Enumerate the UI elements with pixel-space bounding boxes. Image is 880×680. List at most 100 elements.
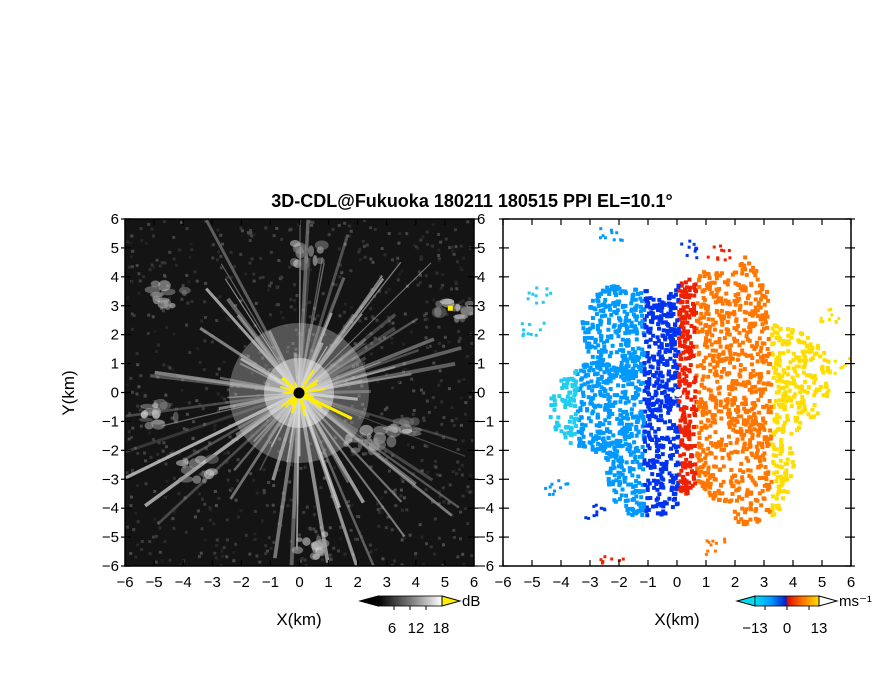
noise-speck	[246, 354, 250, 358]
velocity-pixel	[709, 342, 714, 347]
velocity-pixel	[652, 303, 657, 308]
velocity-pixel	[636, 346, 641, 351]
noise-speck	[432, 298, 436, 302]
echo-patch	[297, 258, 310, 271]
velocity-pixel	[692, 307, 697, 312]
velocity-pixel	[810, 356, 815, 361]
velocity-pixel	[839, 366, 843, 370]
velocity-pixel	[656, 322, 661, 327]
velocity-pixel	[737, 372, 742, 377]
noise-speck	[289, 298, 293, 302]
velocity-pixel	[564, 482, 568, 486]
velocity-pixel	[733, 302, 738, 307]
velocity-pixel	[654, 415, 659, 420]
velocity-pixel	[702, 483, 707, 488]
noise-speck	[169, 402, 173, 406]
velocity-pixel	[774, 496, 779, 501]
velocity-pixel	[703, 423, 708, 428]
velocity-pixel	[699, 420, 704, 425]
velocity-pixel	[654, 481, 659, 486]
velocity-pixel	[763, 465, 768, 470]
noise-speck	[425, 230, 429, 234]
noise-speck	[230, 487, 234, 491]
velocity-pixel	[680, 415, 685, 420]
velocity-pixel	[637, 462, 642, 467]
noise-speck	[442, 416, 446, 420]
velocity-pixel	[590, 354, 595, 359]
velocity-pixel	[601, 349, 606, 354]
echo-patch	[205, 454, 219, 465]
velocity-pixel	[599, 338, 604, 343]
velocity-pixel	[577, 443, 582, 448]
noise-speck	[351, 357, 355, 361]
noise-speck	[332, 546, 336, 550]
velocity-pixel	[735, 296, 740, 301]
noise-speck	[369, 307, 373, 311]
velocity-pixel	[727, 424, 732, 429]
velocity-pixel	[655, 511, 660, 516]
noise-speck	[236, 479, 240, 483]
velocity-pixel	[599, 227, 603, 231]
velocity-pixel	[606, 327, 611, 332]
velocity-pixel	[611, 461, 616, 466]
velocity-pixel	[548, 485, 552, 489]
velocity-pixel	[577, 417, 582, 422]
noise-speck	[239, 299, 243, 303]
velocity-pixel	[777, 415, 782, 420]
noise-speck	[451, 470, 455, 474]
velocity-pixel	[782, 407, 787, 412]
velocity-pixel	[599, 385, 604, 390]
velocity-pixel	[762, 302, 767, 307]
velocity-pixel	[697, 350, 702, 355]
echo-patch	[453, 314, 469, 320]
noise-speck	[423, 313, 427, 317]
noise-speck	[185, 323, 189, 327]
noise-speck	[200, 319, 204, 323]
noise-speck	[185, 428, 189, 432]
velocity-pixel	[729, 343, 734, 348]
velocity-pixel	[687, 480, 692, 485]
noise-speck	[225, 555, 229, 559]
echo-patch	[150, 280, 161, 288]
velocity-pixel	[712, 365, 717, 370]
noise-speck	[390, 528, 394, 532]
velocity-pixel	[648, 437, 653, 442]
x-tick-label: 5	[818, 574, 826, 591]
velocity-pixel	[616, 470, 621, 475]
velocity-pixel	[656, 418, 661, 423]
velocity-pixel	[757, 476, 762, 481]
noise-speck	[148, 552, 152, 556]
velocity-pixel	[657, 383, 662, 388]
velocity-pixel	[721, 351, 726, 356]
velocity-pixel	[777, 351, 782, 356]
noise-speck	[354, 356, 358, 360]
velocity-pixel	[653, 434, 658, 439]
velocity-pixel	[725, 282, 730, 287]
velocity-pixel	[733, 473, 738, 478]
velocity-pixel	[664, 362, 669, 367]
velocity-pixel	[718, 482, 723, 487]
velocity-pixel	[659, 485, 664, 490]
velocity-pixel	[732, 423, 737, 428]
velocity-pixel	[677, 340, 682, 345]
velocity-pixel	[671, 341, 676, 346]
velocity-pixel	[670, 505, 675, 510]
noise-speck	[435, 431, 439, 435]
velocity-pixel	[678, 352, 683, 357]
right-axis-ticks	[499, 218, 855, 567]
velocity-pixel	[642, 333, 647, 338]
velocity-pixel	[629, 320, 634, 325]
velocity-pixel	[749, 268, 754, 273]
velocity-pixel	[612, 465, 617, 470]
velocity-pixel	[748, 322, 753, 327]
velocity-pixel	[713, 340, 718, 345]
velocity-pixel	[769, 332, 774, 337]
velocity-pixel	[677, 379, 682, 384]
velocity-pixel	[660, 390, 665, 395]
velocity-pixel	[843, 363, 847, 367]
velocity-pixel	[713, 493, 718, 498]
velocity-pixel	[614, 570, 617, 573]
noise-speck	[457, 330, 461, 334]
velocity-pixel	[683, 356, 688, 361]
noise-speck	[364, 345, 368, 349]
